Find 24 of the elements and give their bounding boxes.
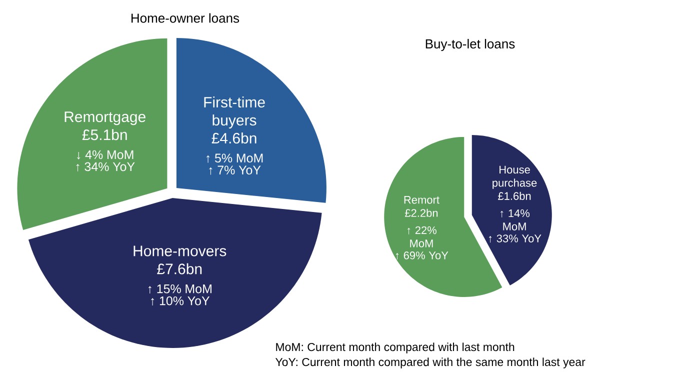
text: ↑ 10% YoY <box>151 296 210 306</box>
chart-title: Home-owner loans <box>132 13 240 23</box>
text: ↑ 5% MoM <box>206 154 263 163</box>
slice-label: First-time buyers <box>204 96 265 128</box>
text: MoM: Current month compared with last month <box>276 342 514 354</box>
data-label: £4.6bn <box>212 132 256 144</box>
text: ↑ 7% YoY <box>209 166 261 175</box>
text: ↑ 14% MoM <box>500 209 530 230</box>
data-label: £5.1bn <box>82 129 127 140</box>
text: ↑ 15% MoM <box>148 284 212 294</box>
text: YoY: Current month compared with the same month last year <box>275 358 586 368</box>
chart-title: Buy-to-let loans <box>426 38 515 52</box>
slice-label: Home-movers <box>134 246 226 256</box>
text: ↑ 69% YoY <box>396 252 448 260</box>
data-label: £7.6bn <box>157 263 202 274</box>
text: ↑ 22% MoM <box>408 226 436 248</box>
text: ↑ 33% YoY <box>489 234 542 243</box>
slice-label: Remortgage <box>64 112 146 126</box>
data-label: £2.2bn <box>404 208 438 217</box>
slice-label: Remort <box>404 196 440 204</box>
data-label: £1.6bn <box>498 192 531 200</box>
slice-label: House purchase <box>492 166 537 189</box>
text: ↓ 4% MoM <box>77 150 134 160</box>
text: ↑ 34% YoY <box>76 162 135 172</box>
